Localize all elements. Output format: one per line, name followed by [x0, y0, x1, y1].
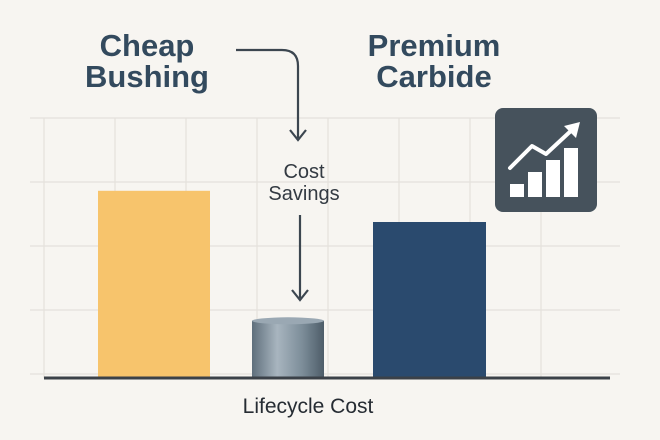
bar-cost-savings-top	[252, 317, 324, 325]
x-axis-label: Lifecycle Cost	[243, 395, 374, 418]
label-cost-savings-line: Cost	[283, 161, 325, 183]
bar-cost-savings	[252, 320, 324, 378]
icon-bar	[528, 172, 542, 197]
bar-premium-carbide	[373, 222, 486, 378]
icon-trend-line	[508, 126, 576, 170]
label-cost-savings-line: Savings	[268, 183, 339, 205]
icon-bar	[546, 160, 560, 197]
bar-cheap-bushing	[98, 190, 210, 378]
label-premium-carbide-line: Carbide	[376, 59, 491, 94]
icon-bar	[510, 184, 524, 197]
label-cheap-bushing-line: Cheap	[100, 28, 195, 63]
growth-chart-icon	[495, 108, 597, 212]
arrow-line-top	[236, 48, 300, 138]
label-cheap-bushing-line: Bushing	[85, 59, 209, 94]
icon-bar	[564, 148, 578, 197]
arrow-head-top	[289, 129, 307, 142]
icon-arrow-head	[564, 122, 580, 138]
arrow-head-bottom	[291, 289, 309, 302]
bars	[98, 190, 486, 378]
label-premium-carbide-line: Premium	[368, 28, 501, 63]
savings-arrow	[236, 48, 309, 302]
